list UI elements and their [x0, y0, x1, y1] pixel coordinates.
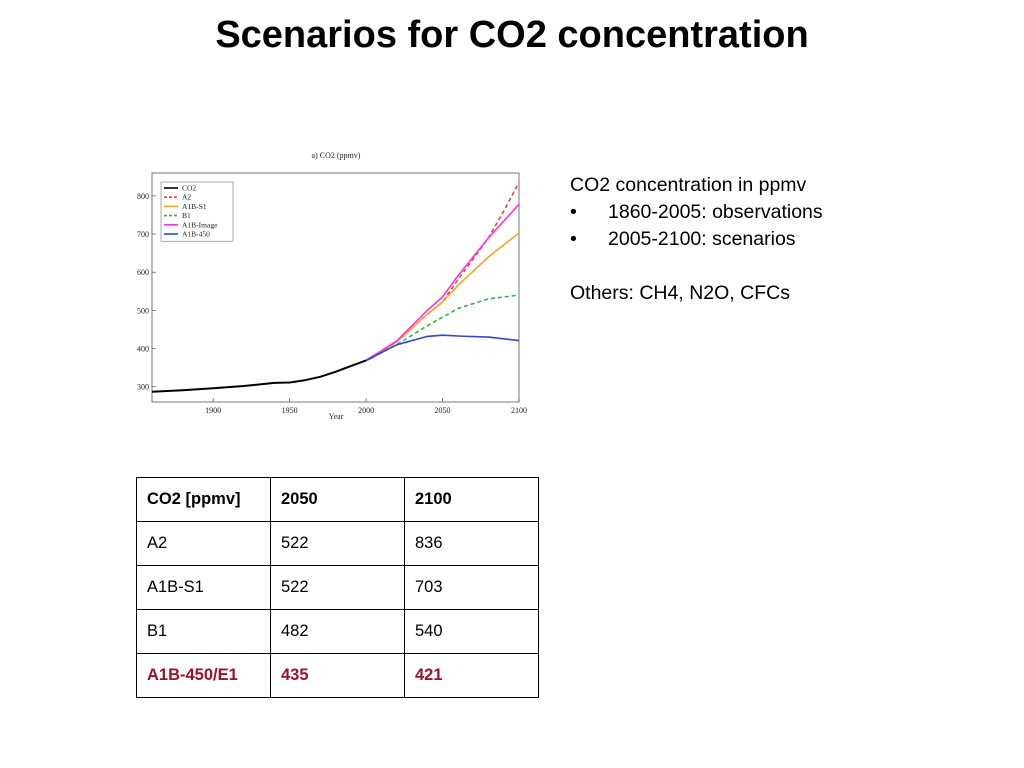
- bullet-dot: •: [570, 201, 577, 223]
- chart-title: a) CO2 (ppmv): [312, 151, 361, 160]
- table-header-cell: 2050: [270, 477, 405, 522]
- table-row: A2 522 836: [136, 521, 539, 566]
- legend-label: A1B-S1: [182, 202, 207, 211]
- series-line-a1b-image: [365, 203, 520, 362]
- table-cell-2050: 522: [270, 521, 405, 566]
- y-tick-label: 800: [137, 192, 149, 201]
- table-cell-2050: 522: [270, 565, 405, 610]
- legend-label: A1B-Image: [182, 220, 218, 229]
- table-cell-2050: 482: [270, 609, 405, 654]
- table-header-row: CO2 [ppmv] 2050 2100: [136, 477, 539, 522]
- table-cell-scenario: A1B-S1: [136, 565, 271, 610]
- x-tick-label: 2100: [511, 406, 527, 415]
- table-cell-2050: 435: [270, 653, 405, 698]
- notes-panel: CO2 concentration in ppmv • 1860-2005: o…: [570, 172, 990, 307]
- legend-label: A2: [182, 193, 191, 202]
- series-line-a1b-450: [365, 334, 520, 362]
- bullet-text: 2005-2100: scenarios: [608, 228, 796, 250]
- x-tick-label: 2050: [435, 406, 451, 415]
- table-cell-2100: 836: [404, 521, 539, 566]
- legend-label: B1: [182, 211, 191, 220]
- table-cell-2100: 421: [404, 653, 539, 698]
- notes-others: Others: CH4, N2O, CFCs: [570, 282, 790, 304]
- bullet-dot: •: [570, 228, 577, 250]
- y-tick-label: 600: [137, 268, 149, 277]
- bullet-text: 1860-2005: observations: [608, 201, 823, 223]
- legend-box: [160, 181, 234, 242]
- y-tick-label: 700: [137, 230, 149, 239]
- y-tick-label: 500: [137, 306, 149, 315]
- table-row-highlight: A1B-450/E1 435 421: [136, 653, 539, 698]
- co2-chart: a) CO2 (ppmv) 1900 1950 2000 2050 2100 300 400…: [128, 148, 538, 433]
- legend-label: A1B-450: [182, 230, 210, 239]
- series-line-b1: [365, 294, 520, 362]
- x-tick-label: 2000: [358, 406, 374, 415]
- table-cell-scenario: A1B-450/E1: [136, 653, 271, 698]
- series-line-co2: [151, 355, 375, 393]
- table-row: B1 482 540: [136, 609, 539, 654]
- legend-label: CO2: [182, 184, 196, 193]
- bullet-item: • 2005-2100: scenarios: [570, 226, 990, 253]
- table-header-cell: 2100: [404, 477, 539, 522]
- notes-heading: CO2 concentration in ppmv: [570, 174, 807, 196]
- table-cell-2100: 703: [404, 565, 539, 610]
- table-cell-2100: 540: [404, 609, 539, 654]
- x-tick-label: 1950: [282, 406, 298, 415]
- x-tick-label: 1900: [205, 406, 221, 415]
- table-header-cell: CO2 [ppmv]: [136, 477, 271, 522]
- x-axis-label: Year: [329, 412, 344, 421]
- co2-table: CO2 [ppmv] 2050 2100 A2 522 836 A1B-S1 5…: [136, 477, 539, 698]
- co2-chart-svg: a) CO2 (ppmv) 1900 1950 2000 2050 2100 300 400…: [137, 151, 527, 421]
- y-tick-label: 300: [137, 383, 149, 392]
- table-row: A1B-S1 522 703: [136, 565, 539, 610]
- y-tick-label: 400: [137, 345, 149, 354]
- slide-title: Scenarios for CO2 concentration: [215, 14, 809, 56]
- table-cell-scenario: B1: [136, 609, 271, 654]
- bullet-item: • 1860-2005: observations: [570, 199, 990, 226]
- table-cell-scenario: A2: [136, 521, 271, 566]
